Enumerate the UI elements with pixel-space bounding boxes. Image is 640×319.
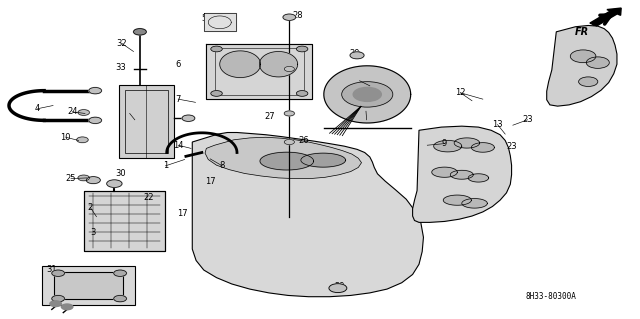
Circle shape — [211, 46, 222, 52]
Text: 2: 2 — [88, 203, 93, 211]
Polygon shape — [413, 126, 511, 222]
Polygon shape — [468, 174, 488, 182]
Circle shape — [182, 115, 195, 122]
Polygon shape — [220, 51, 260, 78]
Polygon shape — [301, 153, 346, 167]
Circle shape — [350, 52, 364, 59]
Polygon shape — [472, 143, 494, 152]
Polygon shape — [451, 170, 473, 179]
Text: 29: 29 — [351, 51, 362, 60]
Text: 18: 18 — [124, 109, 135, 118]
Bar — [125, 90, 168, 153]
Text: 23: 23 — [522, 115, 533, 124]
Text: 9: 9 — [442, 139, 447, 148]
Polygon shape — [259, 52, 298, 77]
Text: 10: 10 — [61, 133, 71, 142]
Circle shape — [107, 180, 122, 188]
FancyArrow shape — [590, 8, 621, 26]
Polygon shape — [434, 140, 462, 152]
Circle shape — [86, 177, 100, 184]
Polygon shape — [444, 195, 471, 205]
Circle shape — [342, 82, 393, 107]
Text: 5: 5 — [201, 14, 206, 23]
Circle shape — [78, 110, 90, 115]
Polygon shape — [454, 138, 479, 148]
Polygon shape — [462, 198, 487, 208]
Polygon shape — [260, 152, 314, 170]
Circle shape — [52, 295, 65, 302]
Polygon shape — [206, 44, 312, 99]
Circle shape — [89, 117, 102, 123]
Bar — [54, 271, 124, 299]
Polygon shape — [547, 26, 617, 106]
Text: 28: 28 — [292, 11, 303, 20]
Circle shape — [283, 14, 296, 20]
Text: 33: 33 — [115, 63, 126, 72]
Circle shape — [114, 270, 127, 276]
Polygon shape — [324, 66, 411, 123]
Text: 11: 11 — [108, 276, 118, 285]
Text: 15: 15 — [365, 81, 375, 90]
Text: 14: 14 — [173, 141, 184, 150]
Circle shape — [284, 111, 294, 116]
Text: 29: 29 — [334, 282, 344, 291]
Circle shape — [89, 87, 102, 94]
Circle shape — [50, 301, 61, 307]
Text: 26: 26 — [299, 136, 309, 145]
Text: 31: 31 — [53, 292, 63, 300]
Circle shape — [329, 284, 347, 293]
Text: 6: 6 — [175, 60, 181, 69]
Text: 3: 3 — [91, 228, 96, 237]
Text: FR: FR — [575, 27, 589, 37]
Bar — [42, 266, 135, 305]
Polygon shape — [432, 167, 458, 177]
Text: 8: 8 — [220, 161, 225, 170]
Text: 7: 7 — [175, 95, 180, 104]
Circle shape — [61, 304, 73, 310]
Circle shape — [114, 295, 127, 302]
Circle shape — [579, 77, 598, 86]
Bar — [119, 85, 174, 158]
Circle shape — [134, 29, 147, 35]
Text: 16: 16 — [362, 115, 372, 124]
Text: 32: 32 — [116, 39, 127, 48]
Circle shape — [211, 91, 222, 96]
Circle shape — [284, 139, 294, 145]
Text: 20: 20 — [350, 48, 360, 58]
Text: 8H33-80300A: 8H33-80300A — [525, 292, 577, 301]
Text: 23: 23 — [506, 142, 517, 151]
Text: 25: 25 — [66, 174, 76, 183]
Text: 30: 30 — [115, 169, 126, 178]
Text: 27: 27 — [265, 112, 275, 121]
Text: 12: 12 — [455, 88, 466, 97]
Polygon shape — [205, 137, 362, 179]
Circle shape — [78, 175, 90, 181]
Circle shape — [296, 46, 308, 52]
Text: 1: 1 — [163, 161, 168, 170]
Text: 4: 4 — [35, 104, 40, 113]
Circle shape — [570, 50, 596, 63]
Bar — [54, 271, 124, 299]
Bar — [84, 191, 166, 251]
Bar — [84, 191, 166, 251]
Polygon shape — [192, 132, 424, 297]
Text: 17: 17 — [205, 177, 216, 186]
Text: 24: 24 — [67, 108, 77, 116]
Text: 22: 22 — [143, 193, 154, 202]
Text: 19: 19 — [129, 147, 140, 156]
Text: 21: 21 — [269, 60, 279, 69]
Text: 13: 13 — [492, 120, 503, 129]
Circle shape — [284, 66, 294, 71]
Text: 17: 17 — [177, 209, 188, 218]
Circle shape — [52, 270, 65, 276]
Circle shape — [353, 87, 381, 101]
Circle shape — [586, 57, 609, 68]
Circle shape — [77, 137, 88, 143]
Polygon shape — [204, 13, 236, 31]
Circle shape — [296, 91, 308, 96]
Text: 31: 31 — [47, 264, 57, 274]
